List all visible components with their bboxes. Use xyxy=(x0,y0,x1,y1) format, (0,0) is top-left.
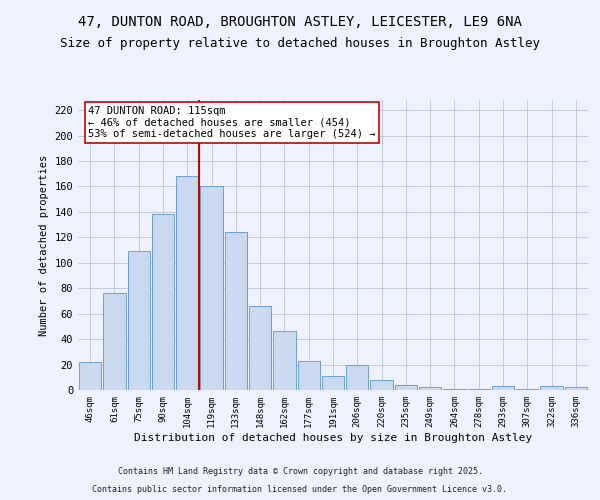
Text: 47, DUNTON ROAD, BROUGHTON ASTLEY, LEICESTER, LE9 6NA: 47, DUNTON ROAD, BROUGHTON ASTLEY, LEICE… xyxy=(78,15,522,29)
Bar xyxy=(346,364,368,390)
X-axis label: Distribution of detached houses by size in Broughton Astley: Distribution of detached houses by size … xyxy=(134,432,532,442)
Text: Size of property relative to detached houses in Broughton Astley: Size of property relative to detached ho… xyxy=(60,38,540,51)
Bar xyxy=(298,360,320,390)
Bar xyxy=(200,186,223,390)
Bar xyxy=(224,232,247,390)
Text: Contains public sector information licensed under the Open Government Licence v3: Contains public sector information licen… xyxy=(92,485,508,494)
Bar xyxy=(249,306,271,390)
Bar xyxy=(152,214,174,390)
Bar xyxy=(516,388,538,390)
Bar xyxy=(79,362,101,390)
Bar xyxy=(443,388,466,390)
Bar xyxy=(541,386,563,390)
Bar xyxy=(128,252,150,390)
Text: Contains HM Land Registry data © Crown copyright and database right 2025.: Contains HM Land Registry data © Crown c… xyxy=(118,467,482,476)
Bar xyxy=(565,388,587,390)
Bar xyxy=(492,386,514,390)
Y-axis label: Number of detached properties: Number of detached properties xyxy=(39,154,49,336)
Bar xyxy=(419,388,442,390)
Bar xyxy=(176,176,199,390)
Text: 47 DUNTON ROAD: 115sqm
← 46% of detached houses are smaller (454)
53% of semi-de: 47 DUNTON ROAD: 115sqm ← 46% of detached… xyxy=(88,106,376,139)
Bar xyxy=(370,380,393,390)
Bar xyxy=(322,376,344,390)
Bar xyxy=(467,388,490,390)
Bar xyxy=(395,385,417,390)
Bar xyxy=(273,332,296,390)
Bar xyxy=(103,294,125,390)
